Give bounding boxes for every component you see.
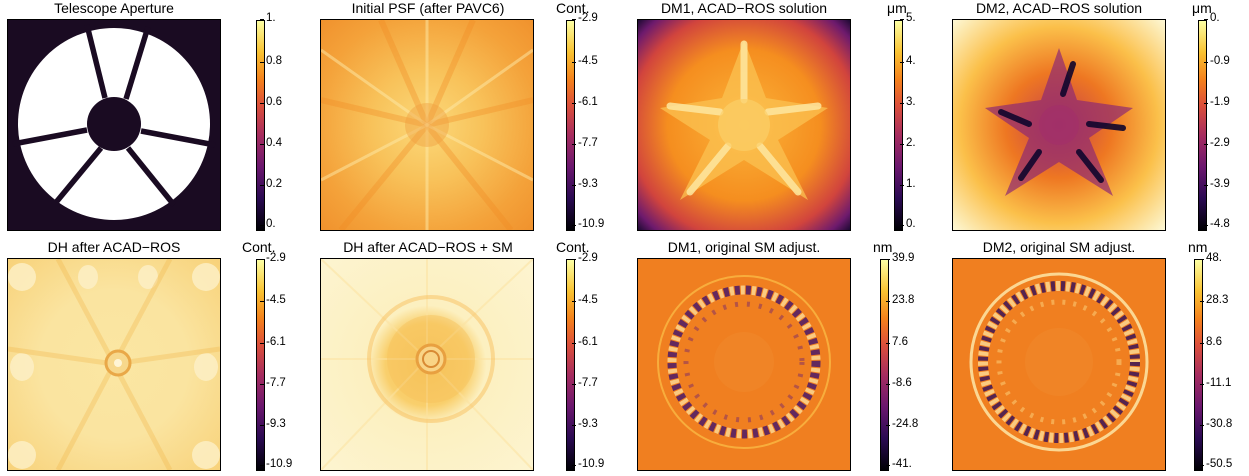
colorbar-tick: 0.2 (260, 178, 282, 190)
colorbar-tick: 23.8 (885, 294, 915, 306)
dm2-image (952, 19, 1166, 231)
panel-title: Telescope Aperture (54, 0, 174, 16)
panel-title: DM2, ACAD−ROS solution (975, 0, 1143, 16)
colorbar-tick: 39.9 (885, 252, 915, 264)
aperture-image (7, 19, 221, 231)
colorbar-tick: -7.7 (572, 137, 598, 149)
panel-title: DM1, ACAD−ROS solution (660, 0, 828, 16)
colorbar-tick: -24.8 (885, 418, 919, 430)
colorbar-unit: nm (1188, 239, 1208, 255)
colorbar-tick: -0.9 (1204, 55, 1230, 67)
colorbar-tick: -7.7 (260, 377, 286, 389)
colorbar (894, 20, 903, 231)
colorbar-tick: 3. (900, 96, 916, 108)
colorbar-tick: -2.9 (572, 252, 598, 264)
colorbar (1194, 259, 1203, 471)
colorbar-tick: 7.6 (886, 336, 908, 348)
colorbar-tick: -9.3 (260, 418, 286, 430)
panel-title: DM1, original SM adjust. (667, 239, 821, 255)
colorbar-tick: 5. (900, 12, 916, 24)
colorbar-tick: -41. (886, 458, 912, 470)
colorbar-tick: -3.9 (1204, 178, 1230, 190)
dh-image (7, 258, 221, 471)
colorbar-tick: -2.9 (572, 12, 598, 24)
colorbar-tick: -6.1 (260, 336, 286, 348)
colorbar-tick: -1.9 (1204, 96, 1230, 108)
dm1-sm-image (637, 258, 851, 471)
colorbar-tick: -10.9 (571, 218, 605, 230)
colorbar-tick: -10.9 (259, 458, 293, 470)
colorbar-tick: -11.1 (1199, 377, 1232, 389)
colorbar-tick: -8.6 (886, 377, 912, 389)
colorbar-tick: 0. (900, 218, 916, 230)
colorbar-tick: -30.8 (1199, 418, 1233, 430)
colorbar-tick: 0.6 (260, 96, 282, 108)
colorbar (880, 259, 889, 471)
colorbar-tick: 0. (1204, 12, 1220, 24)
colorbar-unit: nm (873, 239, 893, 255)
dm2-sm-image (952, 258, 1166, 471)
colorbar (566, 259, 575, 471)
dm1-image (637, 19, 851, 231)
colorbar-tick: 2. (900, 137, 916, 149)
colorbar-unit: Cont. (556, 239, 590, 255)
colorbar-tick: 1. (900, 178, 916, 190)
colorbar-tick: 48. (1200, 252, 1222, 264)
colorbar-unit: Cont. (556, 0, 590, 16)
colorbar-tick: -4.5 (572, 55, 598, 67)
panel-title: DH after ACAD−ROS + SM (343, 239, 513, 255)
colorbar-tick: 0.4 (260, 137, 282, 149)
colorbar-tick: -9.3 (572, 178, 598, 190)
colorbar-tick: -4.5 (260, 294, 286, 306)
colorbar-unit: μm (887, 0, 907, 16)
colorbar-unit: μm (1192, 0, 1212, 16)
colorbar-tick: -10.9 (571, 458, 605, 470)
colorbar-tick: -7.7 (572, 377, 598, 389)
colorbar (256, 259, 265, 471)
colorbar-tick: -6.1 (572, 96, 598, 108)
colorbar-tick: -50.5 (1199, 458, 1233, 470)
dh-sm-image (320, 258, 534, 471)
psf-image (320, 19, 534, 231)
panel-title: Initial PSF (after PAVC6) (351, 0, 505, 16)
colorbar (256, 20, 265, 231)
panel-title: DM2, original SM adjust. (982, 239, 1136, 255)
panel-title: DH after ACAD−ROS (47, 239, 181, 255)
colorbar-tick: 8.6 (1200, 336, 1222, 348)
colorbar-tick: -2.9 (260, 252, 286, 264)
colorbar-tick: 28.3 (1199, 294, 1229, 306)
colorbar-tick: -6.1 (572, 336, 598, 348)
colorbar-tick: -4.8 (1204, 218, 1230, 230)
colorbar-tick: -9.3 (572, 418, 598, 430)
colorbar-tick: 1. (260, 12, 276, 24)
colorbar (566, 20, 575, 231)
colorbar-tick: 0. (260, 218, 276, 230)
colorbar-tick: 4. (900, 55, 916, 67)
colorbar (1198, 20, 1207, 231)
colorbar-tick: -2.9 (1204, 137, 1230, 149)
colorbar-tick: 0.8 (260, 55, 282, 67)
colorbar-unit: Cont. (242, 239, 276, 255)
colorbar-tick: -4.5 (572, 294, 598, 306)
